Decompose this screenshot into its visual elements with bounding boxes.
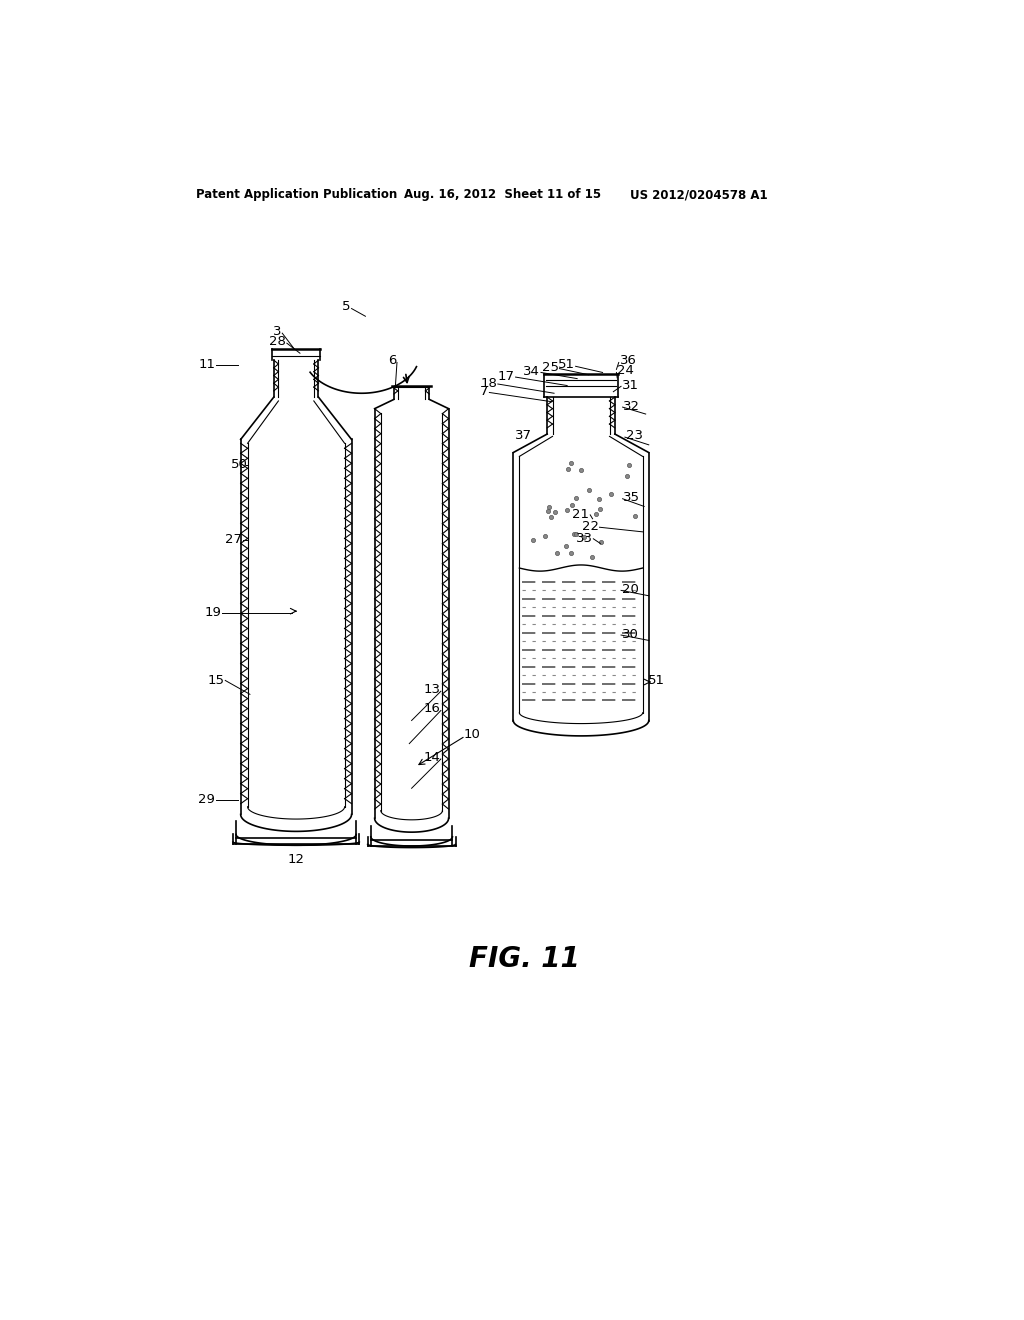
Text: FIG. 11: FIG. 11	[469, 945, 581, 973]
Text: 10: 10	[464, 727, 481, 741]
Text: 16: 16	[423, 702, 440, 715]
Text: 19: 19	[205, 606, 221, 619]
Text: 28: 28	[269, 335, 286, 348]
Text: 22: 22	[582, 520, 599, 533]
Text: 23: 23	[626, 429, 643, 442]
Text: Aug. 16, 2012  Sheet 11 of 15: Aug. 16, 2012 Sheet 11 of 15	[403, 189, 601, 202]
Text: 7: 7	[480, 385, 488, 399]
Text: 29: 29	[199, 793, 215, 807]
Text: 31: 31	[622, 379, 639, 392]
Text: 34: 34	[523, 366, 541, 379]
Text: 27: 27	[225, 533, 243, 546]
Text: 13: 13	[423, 684, 440, 696]
Text: 30: 30	[622, 628, 639, 640]
Text: 24: 24	[617, 364, 634, 378]
Text: 51: 51	[558, 358, 574, 371]
Text: 36: 36	[620, 354, 636, 367]
Text: US 2012/0204578 A1: US 2012/0204578 A1	[630, 189, 767, 202]
Text: Patent Application Publication: Patent Application Publication	[196, 189, 397, 202]
Text: 6: 6	[388, 354, 396, 367]
Text: 33: 33	[575, 532, 593, 545]
Text: 17: 17	[498, 370, 515, 383]
Text: 20: 20	[622, 583, 639, 597]
Text: 37: 37	[515, 429, 531, 442]
Text: 25: 25	[542, 362, 559, 375]
Text: 18: 18	[480, 376, 497, 389]
Text: 50: 50	[230, 458, 248, 471]
Text: 51: 51	[648, 675, 665, 686]
Text: 35: 35	[624, 491, 640, 504]
Text: 21: 21	[572, 508, 590, 520]
Text: 11: 11	[199, 358, 215, 371]
Text: 14: 14	[423, 751, 440, 764]
Text: 3: 3	[273, 325, 282, 338]
Text: 12: 12	[288, 853, 304, 866]
Text: 15: 15	[208, 675, 224, 686]
Text: 32: 32	[624, 400, 640, 413]
Text: 5: 5	[342, 300, 351, 313]
